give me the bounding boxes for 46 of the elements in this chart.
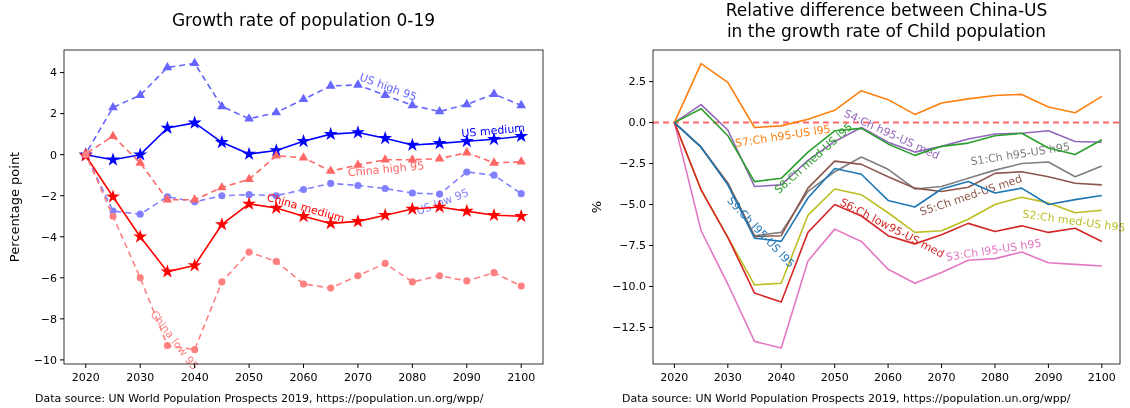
source-note: Data source: UN World Population Prospects 2019, https://population.un.org/wpp/ [622,392,1071,405]
text: China medium [265,190,347,226]
x-tick-label: 2080 [980,371,1009,384]
text: US high 95 [357,70,419,104]
text: S2:Ch med-US h95 [1021,207,1127,235]
x-tick-label: 2050 [235,371,264,384]
source-note: Data source: UN World Population Prospects 2019, https://population.un.org/wpp/ [35,392,484,405]
chart-title: Relative difference between China-US in the growth rate of Child population [725,0,1048,41]
y-tick-label: −5.0 [619,198,646,212]
y-axis-title: % [588,200,604,214]
text: S1:Ch h95-US h95 [969,140,1071,169]
y-tick-label: −10.0 [612,280,646,294]
y-tick-label: −2 [40,189,57,203]
y-tick-label: −2.5 [619,157,646,171]
y-tick-label: 0.0 [628,116,646,130]
x-tick-label: 2070 [927,371,956,384]
y-tick-label: 2.5 [628,75,646,89]
chart-title: Growth rate of population 0-19 [171,10,436,30]
x-tick-label: 2050 [820,371,849,384]
x-tick-label: 2020 [660,371,689,384]
x-tick-label: 2090 [1034,371,1063,384]
x-tick-label: 2100 [507,371,536,384]
y-tick-label: −6 [40,271,57,285]
text: US medium [460,121,526,141]
x-tick-label: 2060 [289,371,318,384]
x-tick-label: 2040 [180,371,209,384]
x-tick-label: 2080 [398,371,427,384]
x-tick-label: 2060 [874,371,903,384]
text: S3:Ch l95-US h95 [945,236,1043,264]
x-tick-label: 2040 [767,371,796,384]
x-tick-label: 2030 [713,371,742,384]
y-tick-label: −10 [33,353,57,367]
x-tick-label: 2100 [1087,371,1116,384]
y-tick-label: 4 [50,66,57,80]
y-tick-label: −7.5 [619,239,646,253]
y-tick-label: −8 [40,312,57,326]
y-tick-label: −4 [40,230,57,244]
y-tick-label: 0 [50,148,57,162]
y-tick-label: −12.5 [612,321,646,335]
y-tick-label: 2 [50,107,57,121]
x-tick-label: 2090 [452,371,481,384]
x-tick-label: 2020 [71,371,100,384]
x-tick-label: 2070 [343,371,372,384]
x-tick-label: 2030 [126,371,155,384]
text: China high 95 [347,159,425,180]
y-axis-title: Percentage point [6,151,22,263]
